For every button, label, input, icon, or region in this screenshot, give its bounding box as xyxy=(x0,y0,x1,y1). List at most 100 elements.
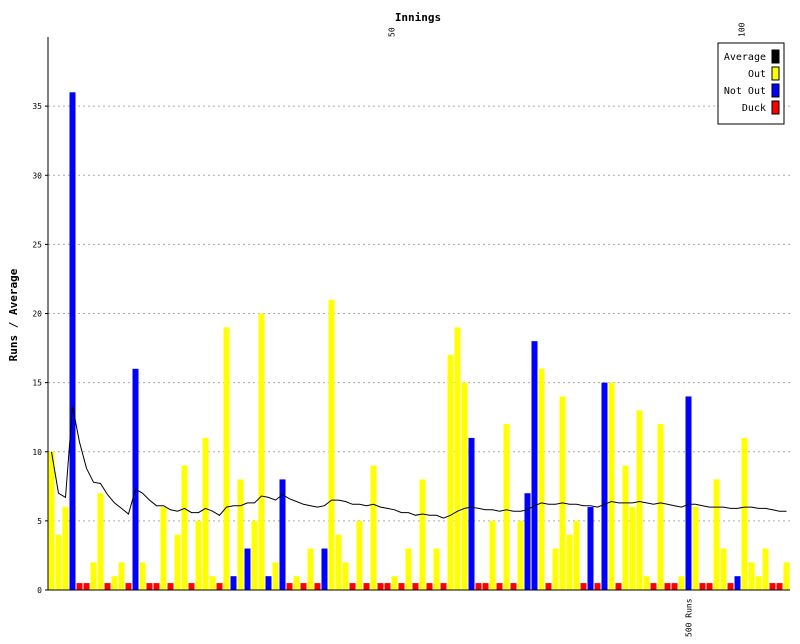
out-bar xyxy=(608,382,615,590)
y-tick-label: 20 xyxy=(32,310,42,319)
out-bar xyxy=(489,520,496,590)
top-tick-label: 100 xyxy=(738,22,747,37)
out-bar xyxy=(461,382,468,590)
out-bar xyxy=(209,576,216,590)
out-bar xyxy=(419,479,426,590)
duck-bar xyxy=(398,583,405,590)
duck-bar xyxy=(580,583,587,590)
out-bar xyxy=(741,437,748,590)
out-bar xyxy=(258,313,265,590)
out-bar xyxy=(566,534,573,590)
not-out-bar xyxy=(468,437,475,590)
out-bar xyxy=(139,562,146,590)
out-bar xyxy=(720,548,727,590)
not-out-bar xyxy=(524,493,531,590)
out-bar xyxy=(160,507,167,590)
average-line-group xyxy=(51,406,787,519)
legend-swatch-average xyxy=(771,49,780,64)
legend: Average Out Not Out Duck xyxy=(717,42,785,125)
y-axis-title: Runs / Average xyxy=(7,268,20,361)
top-tick-label: 50 xyxy=(388,27,397,37)
out-bar xyxy=(48,451,55,590)
out-bar xyxy=(174,534,181,590)
legend-label-out: Out xyxy=(748,69,766,80)
out-bar xyxy=(272,562,279,590)
out-bar xyxy=(307,548,314,590)
duck-bar xyxy=(671,583,678,590)
not-out-bar xyxy=(685,396,692,590)
duck-bar xyxy=(664,583,671,590)
duck-bar xyxy=(776,583,783,590)
not-out-bar xyxy=(279,479,286,590)
duck-bar xyxy=(286,583,293,590)
out-bar xyxy=(55,534,62,590)
out-bar xyxy=(636,410,643,590)
out-bar xyxy=(629,507,636,590)
duck-bar xyxy=(412,583,419,590)
out-bar xyxy=(573,520,580,590)
out-bar xyxy=(783,562,790,590)
legend-label-average: Average xyxy=(724,52,766,63)
out-bar xyxy=(181,465,188,590)
duck-bar xyxy=(475,583,482,590)
duck-bar xyxy=(349,583,356,590)
duck-bar xyxy=(699,583,706,590)
out-bar xyxy=(692,507,699,590)
legend-swatch-duck xyxy=(771,100,780,115)
duck-bar xyxy=(188,583,195,590)
legend-swatch-out xyxy=(771,66,780,81)
duck-bar xyxy=(727,583,734,590)
out-bar xyxy=(517,520,524,590)
duck-bar xyxy=(650,583,657,590)
y-tick-label: 30 xyxy=(32,171,42,180)
y-tick-label: 5 xyxy=(37,517,42,526)
out-bar xyxy=(111,576,118,590)
out-bar xyxy=(391,576,398,590)
average-line xyxy=(51,406,787,519)
out-bar xyxy=(433,548,440,590)
not-out-bar xyxy=(244,548,251,590)
duck-bar xyxy=(314,583,321,590)
out-bar xyxy=(90,562,97,590)
duck-bar xyxy=(615,583,622,590)
legend-label-duck: Duck xyxy=(742,103,766,114)
out-bar xyxy=(356,520,363,590)
y-tick-labels: 0 5 10 15 20 25 30 35 xyxy=(32,102,48,595)
duck-bar xyxy=(216,583,223,590)
out-bar xyxy=(748,562,755,590)
out-bar xyxy=(370,465,377,590)
duck-bar xyxy=(363,583,370,590)
milestone-label: 500 Runs xyxy=(685,598,694,637)
out-bar xyxy=(503,424,510,590)
not-out-bar xyxy=(132,368,139,590)
duck-bar xyxy=(146,583,153,590)
not-out-bar xyxy=(587,507,594,590)
duck-bar xyxy=(125,583,132,590)
out-bar xyxy=(328,299,335,590)
duck-bar xyxy=(482,583,489,590)
out-bar xyxy=(657,424,664,590)
out-bar xyxy=(97,493,104,590)
duck-bar xyxy=(706,583,713,590)
out-bar xyxy=(643,576,650,590)
duck-bar xyxy=(440,583,447,590)
out-bar xyxy=(223,327,230,590)
out-bar xyxy=(454,327,461,590)
out-bar xyxy=(202,437,209,590)
not-out-bar xyxy=(230,576,237,590)
legend-swatch-not-out xyxy=(771,83,780,98)
not-out-bar xyxy=(734,576,741,590)
x-axis-title: Innings xyxy=(395,11,441,24)
out-bar xyxy=(251,520,258,590)
out-bar xyxy=(755,576,762,590)
grid-lines xyxy=(48,105,790,522)
out-bar xyxy=(118,562,125,590)
out-bar xyxy=(552,548,559,590)
not-out-bar xyxy=(531,341,538,590)
out-bar xyxy=(559,396,566,590)
out-bar xyxy=(447,354,454,590)
out-bar xyxy=(293,576,300,590)
not-out-bar xyxy=(321,548,328,590)
